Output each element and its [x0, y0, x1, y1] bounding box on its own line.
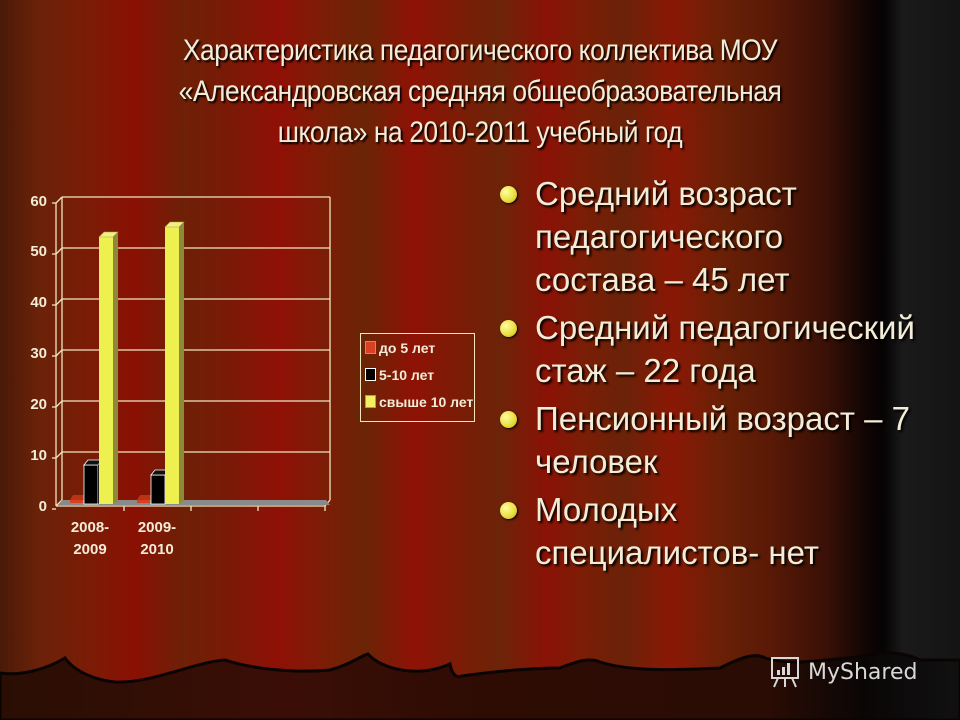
- x-label-2008-line2: 2009: [73, 541, 106, 558]
- presentation-board-icon: [771, 657, 799, 688]
- bullet-item: Средний возраст педагогического состава …: [498, 172, 865, 301]
- watermark: MyShared: [768, 655, 917, 689]
- title-line-2: «Александровская средняя общеобразовател…: [178, 75, 782, 108]
- bullet-icon: [500, 186, 517, 203]
- bullet-item: Средний педагогический стаж – 22 года: [498, 306, 915, 392]
- bullet-text: Средний возраст педагогического состава …: [535, 175, 797, 298]
- legend-swatch-red: [365, 341, 376, 354]
- legend-label: свыше 10 лет: [379, 393, 474, 410]
- bullet-list: Средний возраст педагогического состава …: [498, 172, 918, 579]
- legend-item-under5: до 5 лет: [361, 334, 474, 361]
- legend-label: 5-10 лет: [379, 366, 435, 383]
- bullet-item: Молодых специалистов- нет: [498, 488, 895, 574]
- bar-group-2009-2010: [137, 221, 185, 505]
- bullet-item: Пенсионный возраст – 7 человек: [498, 397, 935, 483]
- chart-legend: до 5 лет 5-10 лет свыше 10 лет: [360, 333, 475, 422]
- x-label-2009-line2: 2010: [140, 541, 173, 558]
- bar-over10-2009: [164, 221, 185, 504]
- bullet-icon: [500, 411, 517, 428]
- y-tick-20: 20: [30, 396, 47, 413]
- y-tick-60: 60: [30, 193, 47, 210]
- y-tick-40: 40: [30, 294, 47, 311]
- y-tick-10: 10: [30, 447, 47, 464]
- legend-item-over10: свыше 10 лет: [361, 388, 474, 415]
- chart-floor: [58, 500, 330, 505]
- y-tick-0: 0: [39, 498, 47, 515]
- y-tick-30: 30: [30, 345, 47, 362]
- curtain-valance: [0, 651, 960, 720]
- slide-title: Характеристика педагогического коллектив…: [110, 30, 849, 153]
- y-tick-50: 50: [30, 243, 47, 260]
- bar-chart: 0 10 20 30 40 50 60: [30, 193, 331, 558]
- bullet-text: Средний педагогический стаж – 22 года: [535, 309, 915, 389]
- bullet-icon: [500, 320, 517, 337]
- bar-group-2008-2009: [70, 231, 119, 505]
- legend-swatch-black: [365, 368, 376, 381]
- bullet-text: Пенсионный возраст – 7 человек: [535, 400, 910, 480]
- bar-over10-2008: [98, 231, 119, 504]
- legend-item-5-10: 5-10 лет: [361, 361, 474, 388]
- title-line-3: школа» на 2010-2011 учебный год: [277, 116, 683, 149]
- bullet-icon: [500, 502, 517, 519]
- bullet-text: Молодых специалистов- нет: [535, 491, 819, 571]
- x-label-2008-line1: 2008-: [71, 519, 109, 536]
- legend-swatch-yellow: [365, 395, 376, 408]
- x-label-2009-line1: 2009-: [138, 519, 176, 536]
- title-line-1: Характеристика педагогического коллектив…: [182, 34, 778, 67]
- watermark-text: MyShared: [808, 659, 918, 685]
- legend-label: до 5 лет: [379, 339, 436, 356]
